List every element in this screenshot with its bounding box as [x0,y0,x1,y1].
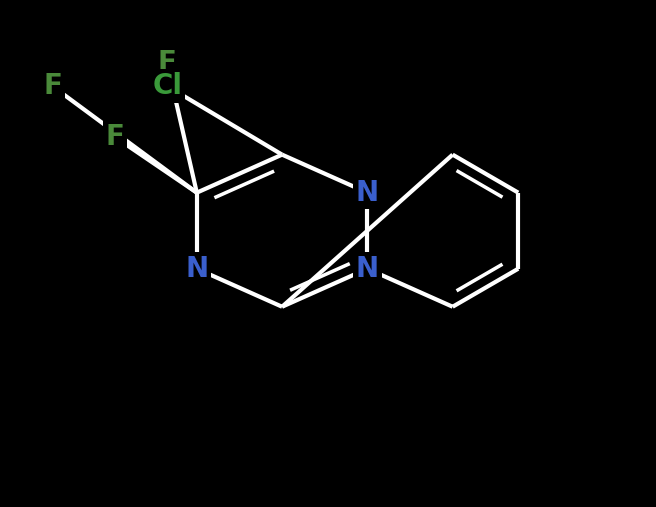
Text: F: F [158,49,176,78]
Text: F: F [106,123,124,151]
Text: N: N [185,255,209,283]
Text: N: N [356,178,379,207]
Text: Cl: Cl [152,72,182,100]
Text: N: N [356,255,379,283]
Text: F: F [43,72,62,100]
